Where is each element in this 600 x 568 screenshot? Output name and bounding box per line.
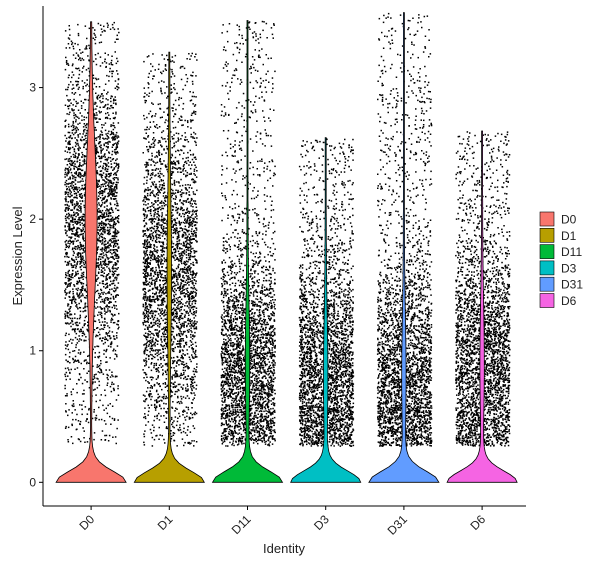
legend-key-D6	[539, 293, 555, 308]
x-axis-title: Identity	[263, 541, 305, 556]
violin-D0	[55, 21, 127, 483]
legend-label-D11: D11	[561, 245, 582, 259]
violin-D3	[290, 137, 362, 483]
violin-D6	[446, 130, 518, 483]
x-tick-label-D0: D0	[76, 512, 97, 533]
legend-key-D0	[539, 211, 555, 227]
y-tick-label: 1	[29, 344, 36, 358]
points-D1	[142, 52, 198, 447]
legend-label-D31: D31	[561, 278, 583, 292]
legend-key-D3	[539, 260, 555, 276]
points-D6	[455, 131, 511, 447]
legend-key-D11	[539, 244, 555, 259]
x-tick-label-D11: D11	[229, 512, 254, 537]
x-tick-label-D31: D31	[385, 512, 411, 538]
legend: D0 D1 D11 D3 D31 D6	[539, 211, 583, 308]
legend-label-D6: D6	[561, 294, 577, 308]
axes	[42, 6, 526, 507]
violin-D11	[211, 20, 284, 483]
legend-label-D1: D1	[561, 229, 577, 243]
y-axis-title: Expression Level	[10, 206, 25, 305]
legend-key-D1	[539, 228, 555, 243]
violins	[55, 12, 518, 483]
x-tick-label-D1: D1	[155, 512, 176, 533]
legend-label-D0: D0	[561, 213, 577, 227]
violin-D1	[133, 51, 205, 483]
violin-D31	[368, 12, 440, 483]
y-tick-label: 2	[29, 212, 36, 226]
points-D11	[220, 20, 276, 447]
y-tick-label: 3	[29, 81, 36, 95]
x-tick-label-D3: D3	[311, 512, 332, 533]
legend-label-D3: D3	[561, 261, 577, 275]
legend-key-D31	[539, 276, 555, 292]
y-tick-label: 0	[29, 475, 36, 489]
y-ticks: 0 1 2 3	[29, 81, 43, 489]
x-ticks: D0 D1 D11 D3 D31 D6	[76, 506, 488, 538]
x-tick-label-D6: D6	[467, 512, 488, 533]
jitter-points	[64, 12, 511, 447]
